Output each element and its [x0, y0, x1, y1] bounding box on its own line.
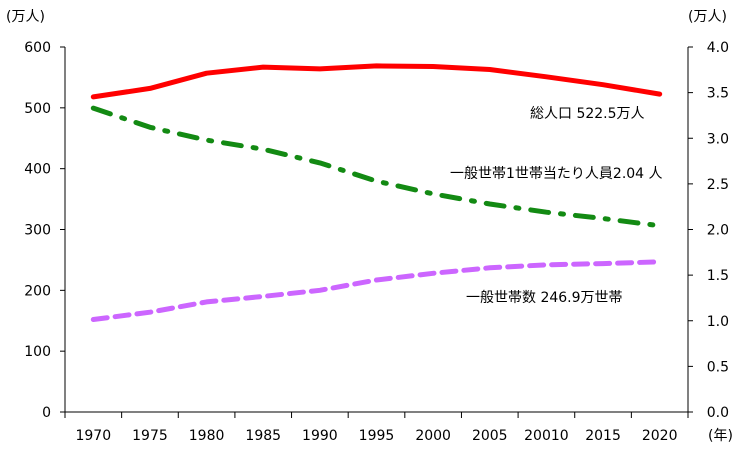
series-line-household-size — [90, 105, 663, 229]
x-tick-label: 2000 — [415, 428, 451, 444]
series-label-household-size: 一般世帯1世帯当たり人員2.04 人 — [450, 166, 663, 182]
series-label-population: 総人口 522.5万人 — [530, 106, 645, 122]
series-layer — [90, 63, 663, 322]
x-tick-label: 2015 — [585, 428, 621, 444]
x-axis-unit: (年) — [708, 428, 733, 444]
x-tick-label: 1990 — [302, 428, 338, 444]
x-tick-label: 1980 — [189, 428, 225, 444]
left-ticks: 0 100 200 300 400 500 600 — [24, 40, 65, 421]
right-tick-label: 4.0 — [707, 40, 729, 56]
left-axis-unit: (万人) — [6, 9, 45, 25]
x-tick-label: 1975 — [132, 428, 168, 444]
right-tick-label: 1.5 — [707, 268, 729, 284]
left-tick-label: 400 — [24, 162, 51, 178]
x-tick-label: 2005 — [472, 428, 508, 444]
x-tick-label: 1985 — [245, 428, 281, 444]
right-tick-label: 0.0 — [707, 405, 729, 421]
x-ticks: 1970 1975 1980 1985 1990 1995 2000 2005 20010 201… — [64, 412, 689, 444]
axes — [64, 47, 689, 413]
x-tick-label: 1970 — [75, 428, 111, 444]
right-tick-label: 2.0 — [707, 223, 729, 239]
left-tick-label: 0 — [42, 405, 51, 421]
left-tick-label: 100 — [24, 344, 51, 360]
left-tick-label: 300 — [24, 223, 51, 239]
series-labels: 総人口 522.5万人 一般世帯1世帯当たり人員2.04 人 一般世帯数 246… — [450, 106, 663, 306]
x-tick-label: 20010 — [524, 428, 569, 444]
right-ticks: 0.0 0.5 1.0 1.5 2.0 2.5 3.0 3.5 4.0 — [688, 40, 729, 421]
right-tick-label: 2.5 — [707, 177, 729, 193]
x-tick-label: 1995 — [359, 428, 395, 444]
right-tick-label: 3.0 — [707, 131, 729, 147]
right-axis-unit: (万人) — [688, 9, 727, 25]
series-line-population — [90, 63, 663, 100]
left-tick-label: 600 — [24, 40, 51, 56]
right-tick-label: 1.0 — [707, 314, 729, 330]
x-tick-label: 2020 — [642, 428, 678, 444]
right-tick-label: 0.5 — [707, 359, 729, 375]
left-tick-label: 200 — [24, 283, 51, 299]
series-label-households: 一般世帯数 246.9万世帯 — [466, 290, 623, 306]
right-tick-label: 3.5 — [707, 86, 729, 102]
left-tick-label: 500 — [24, 101, 51, 117]
